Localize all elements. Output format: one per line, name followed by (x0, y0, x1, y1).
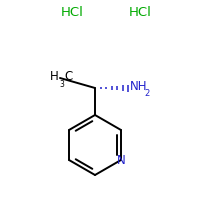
Text: N: N (117, 154, 126, 168)
Text: H: H (50, 71, 59, 84)
Text: C: C (64, 71, 72, 84)
Text: 3: 3 (59, 80, 64, 89)
Text: HCl: HCl (129, 5, 151, 19)
Text: 2: 2 (144, 89, 149, 98)
Text: NH: NH (130, 80, 148, 94)
Text: HCl: HCl (61, 5, 83, 19)
